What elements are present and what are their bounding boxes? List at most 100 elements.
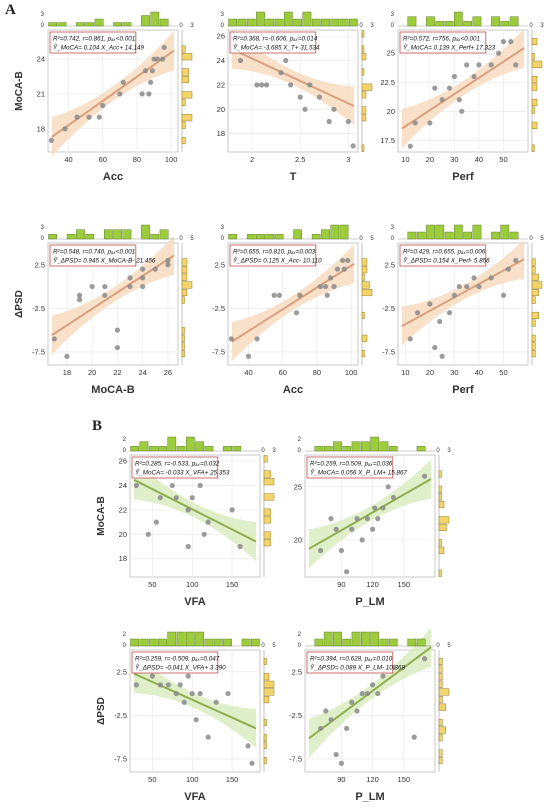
data-point <box>341 266 347 272</box>
section-label-a: A <box>5 2 16 18</box>
data-point <box>456 283 462 290</box>
data-point <box>62 126 68 132</box>
top-hist-bar <box>195 441 204 452</box>
top-hist-scale-max: 2 <box>123 632 127 638</box>
data-point <box>488 62 494 68</box>
stats-line-2: Ŷ_ΔPSD= 0.089 X_P_LM- 10.368 <box>310 663 406 672</box>
y-tick-label: 22 <box>119 505 127 514</box>
right-hist-bar <box>263 478 275 486</box>
right-hist-bar <box>438 485 442 493</box>
data-point <box>197 690 203 697</box>
data-point <box>500 39 507 45</box>
data-point <box>185 673 191 679</box>
right-hist-bar <box>438 516 450 524</box>
regression-line <box>231 48 355 108</box>
top-hist-bar <box>330 224 340 240</box>
top-hist-scale-max: 2 <box>298 437 302 443</box>
top-hist-scale-max: 3 <box>391 12 395 18</box>
y-tick-label: 24 <box>119 481 127 490</box>
right-hist-bar <box>531 311 539 319</box>
right-hist-bar <box>181 273 188 281</box>
stats-line-2: Ŷ_ΔPSD= -0.041 X_VFA+ 3.390 <box>135 663 226 672</box>
top-hist-bar <box>85 22 95 27</box>
right-hist-scale-max: 5 <box>190 236 194 242</box>
data-point <box>160 56 166 62</box>
data-point <box>437 318 443 325</box>
data-point <box>317 283 323 290</box>
data-point <box>165 262 171 268</box>
y-tick-label: 17.5 <box>380 136 395 145</box>
right-hist-bar <box>263 718 267 726</box>
data-point <box>407 336 413 342</box>
right-hist-bar <box>438 688 450 696</box>
data-point <box>344 569 350 575</box>
top-hist-bar <box>158 638 167 647</box>
y-tick-label: -7.5 <box>289 754 302 763</box>
top-hist-bar <box>256 234 265 240</box>
data-point <box>145 531 151 537</box>
top-hist-bar <box>176 631 186 647</box>
data-point <box>76 297 83 303</box>
y-axis-label: MoCA-B <box>96 496 107 535</box>
stats-line-2: Ŷ_MoCA= 0.056 X_P_LM+ 15.867 <box>310 468 407 477</box>
data-point <box>427 301 433 307</box>
top-hist-bar <box>333 441 342 452</box>
data-point <box>201 531 207 537</box>
top-hist-bar <box>416 446 426 452</box>
data-point <box>127 283 133 290</box>
right-hist-bar <box>531 266 536 274</box>
data-point <box>318 547 324 554</box>
right-hist-bar <box>263 673 270 681</box>
stats-line-2: Ŷ_ΔPSD= 0.154 X_Perf- 5.856 <box>403 256 490 265</box>
data-point <box>64 353 70 359</box>
right-hist-bar <box>361 334 368 342</box>
top-hist-bar <box>148 446 158 452</box>
right-hist-bar <box>263 696 270 704</box>
data-point <box>513 62 519 68</box>
data-point <box>488 275 494 281</box>
right-hist-bar <box>531 319 536 327</box>
right-hist-bar <box>181 114 193 122</box>
right-hist-bar <box>438 734 443 742</box>
data-point <box>476 62 482 68</box>
top-hist-bar <box>491 16 500 27</box>
right-hist-bar <box>181 281 193 289</box>
data-point <box>139 91 145 97</box>
top-hist-scale-min: 0 <box>123 448 127 454</box>
right-hist-scale-min: 0 <box>359 23 363 29</box>
right-hist-scale-max: 3 <box>370 23 374 29</box>
data-point <box>100 102 106 109</box>
top-hist-bar <box>104 229 113 240</box>
data-point <box>459 108 465 114</box>
data-point <box>331 106 337 112</box>
x-tick-label: 150 <box>226 580 239 589</box>
x-tick-label: 100 <box>345 368 358 377</box>
data-point <box>153 519 159 525</box>
right-hist-scale-max: 5 <box>540 236 544 242</box>
top-hist-bar <box>48 22 57 27</box>
right-hist-scale-max: 5 <box>370 236 374 242</box>
right-hist-bar <box>438 673 443 681</box>
right-hist-bar <box>531 37 538 45</box>
stats-line-1: R²=0.285, r=-0.533, pₐₓ=0.032 <box>135 461 220 468</box>
top-hist-bar <box>330 18 340 27</box>
data-point <box>333 526 339 532</box>
top-hist-bar <box>237 18 247 27</box>
top-hist-bar <box>293 18 302 27</box>
top-hist-scale-min: 0 <box>298 448 302 454</box>
data-point <box>345 118 351 125</box>
top-hist-bar <box>416 231 426 240</box>
right-hist-bar <box>263 680 275 688</box>
top-hist-bar <box>167 436 177 452</box>
x-tick-label: 50 <box>499 368 507 377</box>
data-point <box>370 682 376 688</box>
data-point <box>464 283 470 290</box>
data-point <box>302 106 308 112</box>
y-tick-label: 2.5 <box>117 667 127 676</box>
top-hist-bar <box>204 638 214 647</box>
x-tick-label: 20 <box>88 368 96 377</box>
right-hist-bar <box>263 455 268 463</box>
stats-line-2: Ŷ_MoCA= 0.104 X_Acc+ 14.149 <box>53 43 145 52</box>
